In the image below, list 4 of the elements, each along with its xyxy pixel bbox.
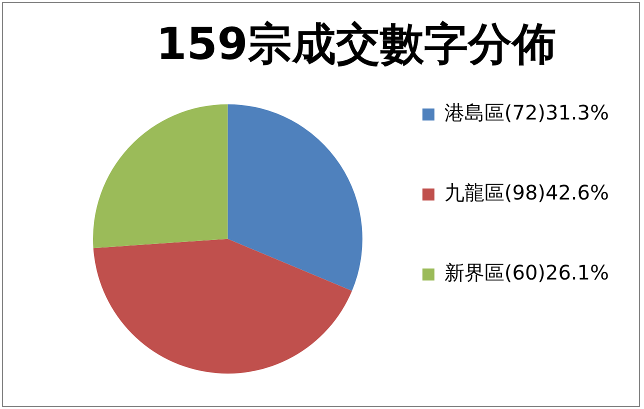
chart-title: 159宗成交數字分佈	[156, 18, 556, 70]
legend-label: 港島區(72)31.3%	[444, 100, 610, 125]
legend-label: 新界區(60)26.1%	[444, 260, 610, 285]
legend-label: 九龍區(98)42.6%	[444, 180, 610, 205]
